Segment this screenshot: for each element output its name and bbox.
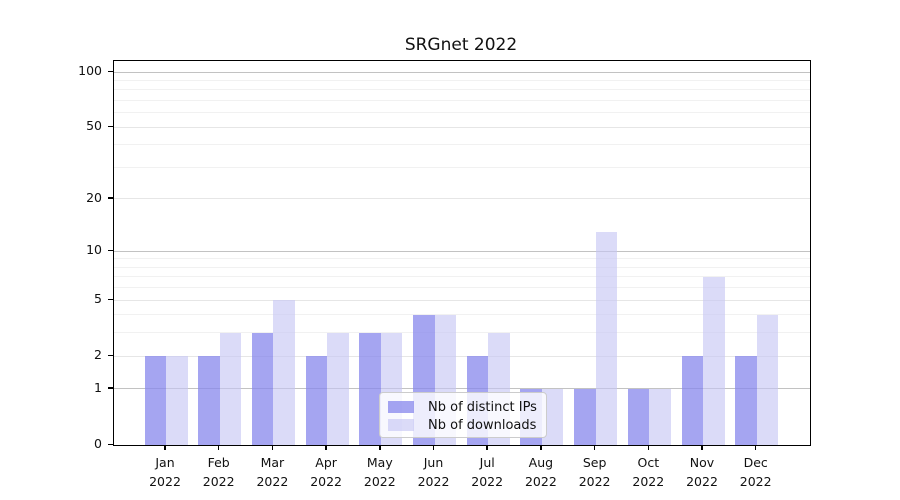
y-tick-label: 2 [94,347,102,363]
y-tick-mark [108,197,113,199]
y-tick-mark [108,443,113,445]
x-tick-mark [271,445,274,450]
x-tick-mark [325,445,327,450]
mid-gridline [114,299,810,301]
bar-distinct-ips-oct [627,388,650,445]
bar-distinct-ips-apr [305,356,328,445]
minor-gridline [114,258,810,260]
major-gridline [114,71,810,73]
legend-label-downloads: Nb of downloads [428,417,537,433]
bar-downloads-nov [703,276,725,445]
x-tick-label-jun: Jun 2022 [417,455,450,489]
y-tick-mark [108,125,113,128]
y-tick-label: 0 [94,436,102,451]
minor-gridline [114,266,810,268]
mid-gridline [114,126,810,128]
bar-downloads-apr [327,332,349,445]
y-tick-mark [108,298,113,301]
bar-distinct-ips-may [359,332,381,445]
minor-gridline [114,276,810,278]
bar-distinct-ips-sep [574,388,596,445]
y-tick-mark [108,354,113,357]
minor-gridline [114,166,810,168]
major-gridline [114,250,810,252]
bar-downloads-mar [273,300,295,445]
minor-gridline [114,144,810,146]
bar-downloads-sep [595,231,618,445]
y-tick-label: 10 [86,242,102,258]
minor-gridline [114,332,810,334]
x-tick-mark [647,445,650,450]
x-tick-mark [540,445,542,450]
x-tick-mark [379,445,381,450]
chart-title: SRGnet 2022 [404,35,518,55]
x-tick-label-feb: Feb 2022 [202,455,235,489]
minor-gridline [114,314,810,316]
y-tick-mark [108,249,113,252]
x-tick-label-aug: Aug 2022 [524,455,557,489]
legend-label-distinct-ips: Nb of distinct IPs [428,399,537,415]
x-tick-label-jul: Jul 2022 [471,455,504,489]
x-tick-mark [432,445,435,450]
legend-swatch-distinct-ips [388,401,414,413]
x-tick-mark [701,445,703,450]
x-tick-label-nov: Nov 2022 [686,455,718,489]
y-tick-mark [108,70,113,72]
bar-downloads-dec [756,314,779,445]
x-tick-label-mar: Mar 2022 [256,455,289,489]
minor-gridline [114,89,810,91]
plot-area: Nb of distinct IPs Nb of downloads [113,60,811,446]
minor-gridline [114,99,810,101]
x-tick-mark [217,445,220,450]
bar-downloads-jan [166,356,188,445]
bar-distinct-ips-mar [251,332,274,445]
x-tick-label-apr: Apr 2022 [310,455,342,489]
y-tick-label: 100 [78,63,102,78]
bar-downloads-oct [649,388,671,445]
x-tick-label-sep: Sep 2022 [578,455,611,489]
x-tick-mark [754,445,757,450]
bar-downloads-aug [541,388,564,445]
y-tick-label: 5 [94,291,102,307]
bar-distinct-ips-dec [735,356,757,445]
minor-gridline [114,79,810,81]
legend-swatch-downloads [388,419,414,431]
x-tick-label-dec: Dec 2022 [739,455,772,489]
y-tick-label: 20 [86,189,102,205]
major-gridline [114,388,810,390]
x-tick-mark [593,445,596,450]
y-tick-label: 50 [86,118,102,134]
x-tick-mark [486,445,488,450]
bar-downloads-feb [219,332,242,445]
legend-item-downloads: Nb of downloads [388,416,538,434]
minor-gridline [114,287,810,289]
bar-distinct-ips-nov [681,356,703,445]
mid-gridline [114,198,810,200]
minor-gridline [114,112,810,114]
legend-item-distinct-ips: Nb of distinct IPs [388,398,538,416]
mid-gridline [114,355,810,357]
y-tick-mark [108,387,113,389]
x-tick-label-oct: Oct 2022 [632,455,665,489]
y-tick-label: 1 [94,379,102,395]
bar-distinct-ips-feb [198,356,220,445]
x-tick-mark [164,445,166,450]
x-tick-label-may: May 2022 [363,455,396,489]
x-tick-label-jan: Jan 2022 [149,455,181,489]
legend: Nb of distinct IPs Nb of downloads [379,392,547,438]
bar-distinct-ips-jan [144,356,166,445]
